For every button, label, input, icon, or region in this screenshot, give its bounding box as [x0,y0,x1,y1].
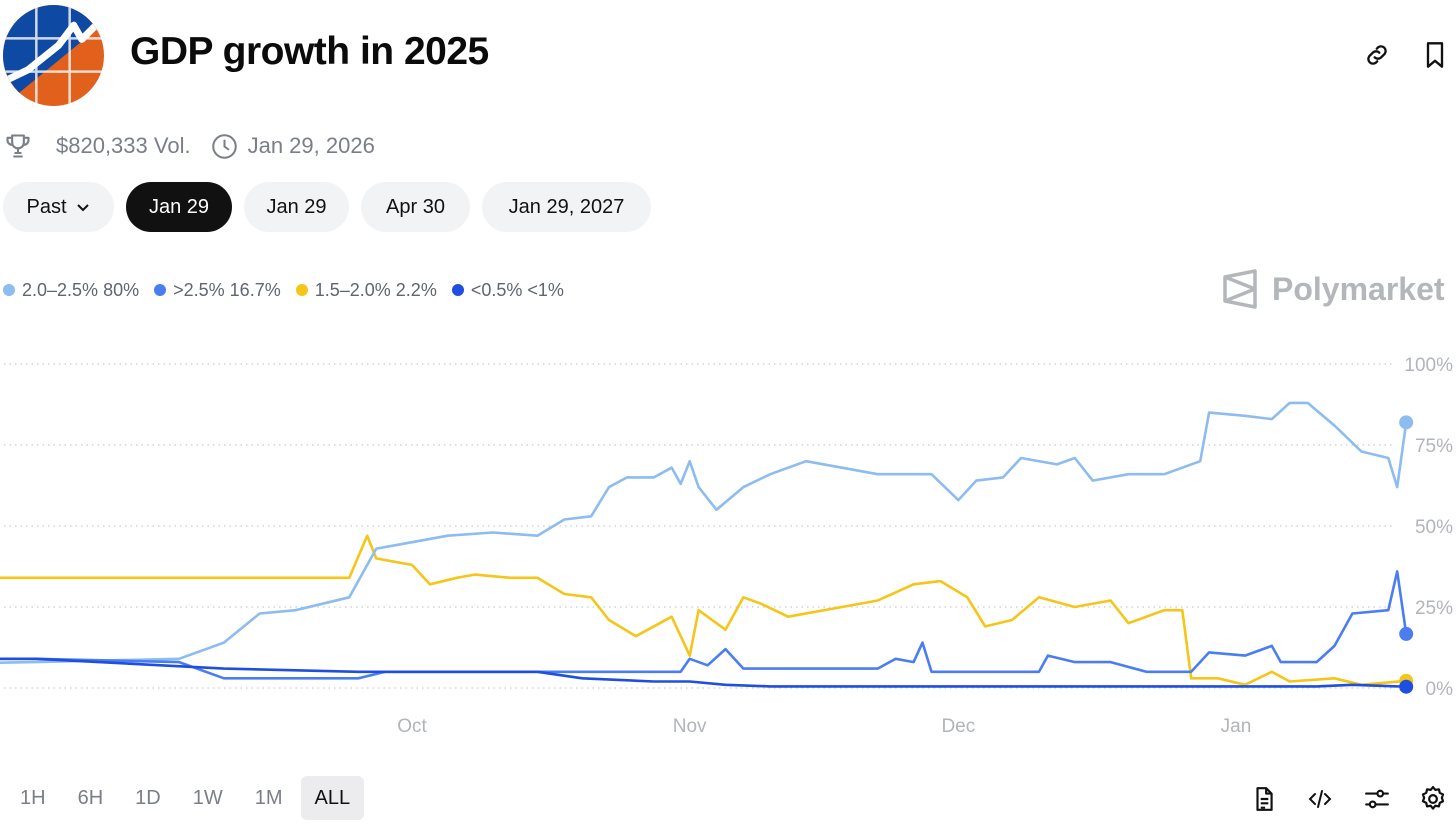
range-1w[interactable]: 1W [192,786,223,809]
date-tab-4[interactable]: Jan 29, 2027 [482,182,651,232]
polymarket-logo-icon [1223,269,1257,309]
date-tab-2[interactable]: Jan 29 [244,182,349,232]
x-axis: Oct Nov Dec Jan [397,716,1251,737]
volume-text: $820,333 Vol. [56,133,191,158]
legend-value: 16.7% [229,279,281,300]
series-endpoint [1399,415,1414,430]
x-tick-label: Jan [1221,716,1252,737]
y-axis: 0% 25% 50% 75% 100% [1404,355,1453,700]
brand-name: Polymarket [1272,270,1445,307]
legend-item: 2.0–2.5% 80% [3,280,139,301]
link-icon[interactable] [1362,40,1392,70]
clock-icon [211,133,237,159]
legend-dot [295,284,308,296]
series-endpoint [1399,679,1414,694]
time-range-selector: 1H 6H 1D 1W 1M ALL [6,776,368,820]
range-all[interactable]: ALL [300,776,365,820]
legend-dot [154,284,167,296]
legend-value: 2.2% [395,279,437,300]
legend-item: <0.5% <1% [451,279,564,301]
legend-label: 2.0–2.5% [22,279,99,300]
legend-value: <1% [527,279,564,300]
range-1d[interactable]: 1D [135,786,161,809]
range-6h[interactable]: 6H [77,786,104,809]
y-tick-label: 100% [1404,355,1453,376]
trophy-icon [6,134,30,158]
legend-item: 1.5–2.0% 2.2% [295,279,437,301]
code-icon[interactable] [1305,784,1335,814]
series-line [0,534,1408,687]
end-date-text: Jan 29, 2026 [247,133,375,158]
series-line [0,657,1408,689]
series-line [0,401,1408,665]
date-tab-3[interactable]: Apr 30 [361,182,470,232]
range-1m[interactable]: 1M [254,786,283,809]
bookmark-icon[interactable] [1420,40,1450,70]
market-logo [3,5,104,106]
x-tick-label: Dec [941,716,975,737]
legend-value: 80% [103,279,140,300]
y-tick-label: 75% [1415,436,1453,457]
market-meta: $820,333 Vol. Jan 29, 2026 [4,131,375,161]
price-history-chart[interactable]: Oct Nov Dec Jan 0% 25% 50% 75% 100% [0,340,1456,740]
legend-label: >2.5% [173,279,225,300]
past-dropdown[interactable]: Past [3,182,114,232]
y-tick-label: 50% [1415,517,1453,538]
legend-label: <0.5% [470,279,523,300]
chart-legend: 2.0–2.5% 80% >2.5% 16.7% 1.5–2.0% 2.2% <… [3,277,579,303]
y-tick-label: 0% [1426,679,1454,700]
legend-label: 1.5–2.0% [314,279,391,300]
x-tick-label: Nov [673,716,707,737]
date-tab-1[interactable]: Jan 29 [126,182,232,232]
document-icon[interactable] [1249,784,1279,814]
past-label: Past [26,195,67,218]
legend-item: >2.5% 16.7% [154,280,281,301]
legend-dot [451,284,464,296]
x-tick-label: Oct [397,716,427,737]
grid [4,363,1395,689]
series-endpoint [1399,626,1414,641]
range-1h[interactable]: 1H [20,786,46,809]
page-title: GDP growth in 2025 [130,30,489,73]
legend-dot [3,284,15,296]
settings-icon[interactable] [1418,784,1448,814]
y-tick-label: 25% [1415,598,1453,619]
series-line [0,570,1408,680]
polymarket-watermark: Polymarket [1222,268,1445,310]
sliders-icon[interactable] [1362,784,1392,814]
series-lines [0,401,1414,694]
chevron-down-icon [76,204,89,212]
